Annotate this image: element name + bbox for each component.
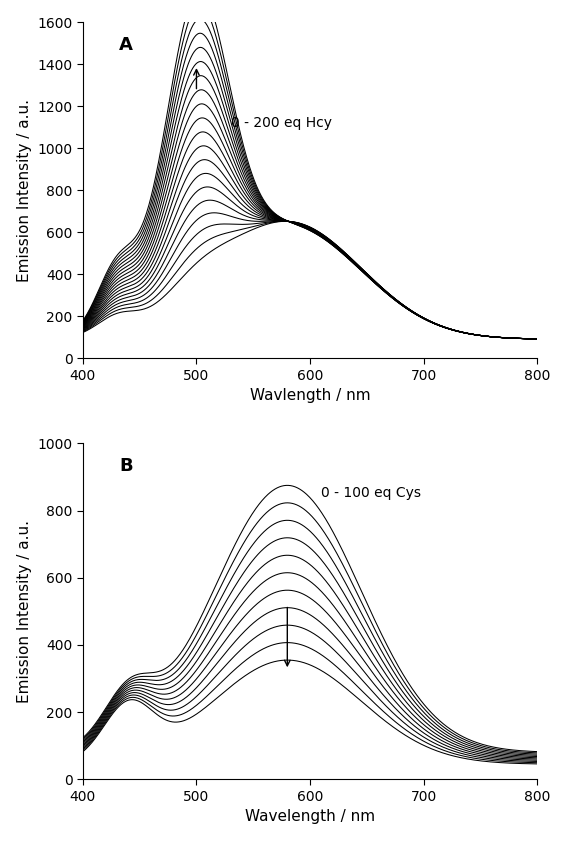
Text: 0 - 200 eq Hcy: 0 - 200 eq Hcy <box>231 116 332 130</box>
Y-axis label: Emission Intensity / a.u.: Emission Intensity / a.u. <box>16 98 32 282</box>
Y-axis label: Emission Intensity / a.u.: Emission Intensity / a.u. <box>17 520 32 703</box>
X-axis label: Wavlength / nm: Wavlength / nm <box>249 389 370 403</box>
X-axis label: Wavelength / nm: Wavelength / nm <box>245 809 375 824</box>
Text: A: A <box>119 35 133 54</box>
Text: 0 - 100 eq Cys: 0 - 100 eq Cys <box>321 486 421 500</box>
Text: B: B <box>119 457 133 475</box>
